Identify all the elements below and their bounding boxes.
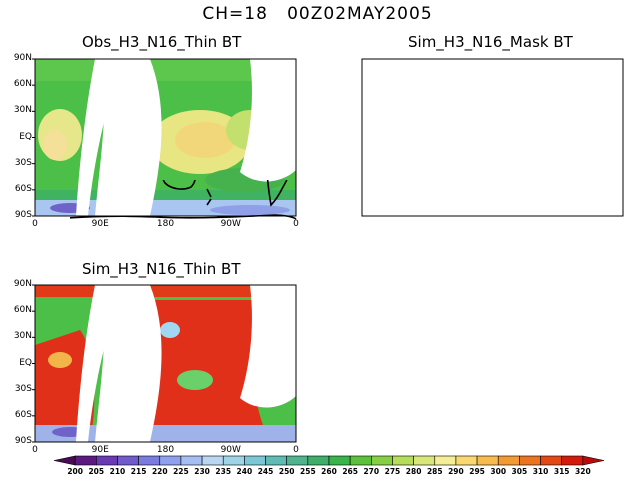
colorbar-box-12	[307, 455, 330, 466]
colorbar-box-24	[561, 455, 584, 466]
colorbar-label-290: 290	[448, 467, 464, 476]
colorbar-box-17	[413, 455, 436, 466]
figure-title: CH=18 00Z02MAY2005	[202, 4, 433, 24]
colorbar-label-310: 310	[532, 467, 549, 476]
map-mask	[361, 58, 624, 217]
colorbar-label-200: 200	[67, 467, 83, 476]
lat-tick-30N: 30N	[13, 331, 32, 342]
map-obs	[35, 59, 296, 216]
map-sim	[35, 285, 296, 442]
colorbar-box-10	[265, 455, 287, 466]
colorbar-box-14	[349, 455, 372, 466]
lon-tick-180: 180	[156, 445, 175, 455]
lat-tick-90S: 90S	[14, 210, 32, 220]
colorbar-box-0	[53, 455, 76, 466]
colorbar-label-285: 285	[426, 467, 443, 476]
lat-tick-60S: 60S	[14, 409, 32, 420]
colorbar-box-4	[138, 455, 161, 466]
colorbar-label-270: 270	[363, 467, 380, 476]
lon-tick-0: 0	[32, 445, 38, 455]
colorbar-label-320: 320	[575, 467, 591, 476]
lon-tick-90E: 90E	[91, 219, 109, 229]
colorbar-label-215: 215	[130, 467, 147, 476]
lat-tick-30N: 30N	[13, 105, 32, 116]
panel-title-mask: Sim_H3_N16_Mask BT	[408, 33, 573, 51]
colorbar-box-20	[476, 455, 499, 466]
colorbar-box-25	[582, 455, 605, 466]
coastlines-0	[70, 180, 297, 220]
lon-tick-90W: 90W	[220, 445, 241, 455]
colorbar-label-245: 245	[257, 467, 274, 476]
lat-tick-30S: 30S	[14, 157, 32, 168]
colorbar-box-11	[286, 455, 309, 466]
colorbar-label-295: 295	[469, 467, 485, 476]
panel-title-sim: Sim_H3_N16_Thin BT	[82, 260, 241, 278]
colorbar-box-15	[371, 455, 393, 466]
colorbar-label-255: 255	[300, 467, 316, 476]
lat-tick-60S: 60S	[14, 183, 32, 194]
lon-tick-180: 180	[156, 219, 175, 229]
lon-tick-90E: 90E	[91, 445, 109, 455]
colorbar-box-8	[222, 455, 245, 466]
lat-tick-EQ: EQ	[19, 357, 32, 368]
lat-tick-90S: 90S	[14, 436, 32, 446]
colorbar-label-240: 240	[236, 467, 253, 476]
colorbar-label-305: 305	[511, 467, 528, 476]
lon-tick-0: 0	[32, 219, 38, 229]
colorbar-box-6	[180, 455, 203, 466]
colorbar-label-315: 315	[553, 467, 570, 476]
colorbar-label-220: 220	[151, 467, 168, 476]
colorbar-box-22	[519, 455, 541, 466]
colorbar-label-230: 230	[194, 467, 210, 476]
colorbar-label-250: 250	[278, 467, 295, 476]
colorbar-box-18	[434, 455, 457, 466]
colorbar-label-300: 300	[490, 467, 507, 476]
lat-tick-30S: 30S	[14, 383, 32, 394]
colorbar-label-235: 235	[215, 467, 232, 476]
colorbar-box-21	[497, 455, 520, 466]
colorbar-box-13	[328, 455, 351, 466]
colorbar-label-265: 265	[342, 467, 358, 476]
colorbar-box-9	[244, 455, 266, 466]
lon-tick-0: 0	[293, 219, 299, 229]
colorbar-box-7	[201, 455, 224, 466]
colorbar-box-23	[540, 455, 562, 466]
colorbar-label-260: 260	[321, 467, 337, 476]
colorbar-label-280: 280	[405, 467, 422, 476]
colorbar-box-16	[392, 455, 414, 466]
colorbar-box-2	[96, 455, 118, 466]
lat-tick-60N: 60N	[13, 79, 32, 90]
colorbar-box-5	[159, 455, 182, 466]
colorbar-label-225: 225	[173, 467, 189, 476]
lat-tick-90N: 90N	[13, 279, 32, 289]
panel-title-obs: Obs_H3_N16_Thin BT	[82, 33, 242, 51]
lon-tick-0: 0	[293, 445, 299, 455]
lon-tick-90W: 90W	[220, 219, 241, 229]
colorbar-box-1	[74, 455, 97, 466]
colorbar-box-19	[455, 455, 478, 466]
colorbar-box-3	[117, 455, 139, 466]
colorbar-label-210: 210	[109, 467, 126, 476]
lat-tick-90N: 90N	[13, 53, 32, 63]
colorbar-label-205: 205	[88, 467, 105, 476]
colorbar-label-275: 275	[384, 467, 401, 476]
lat-tick-EQ: EQ	[19, 131, 32, 142]
colorbar	[53, 455, 605, 466]
lat-tick-60N: 60N	[13, 305, 32, 316]
